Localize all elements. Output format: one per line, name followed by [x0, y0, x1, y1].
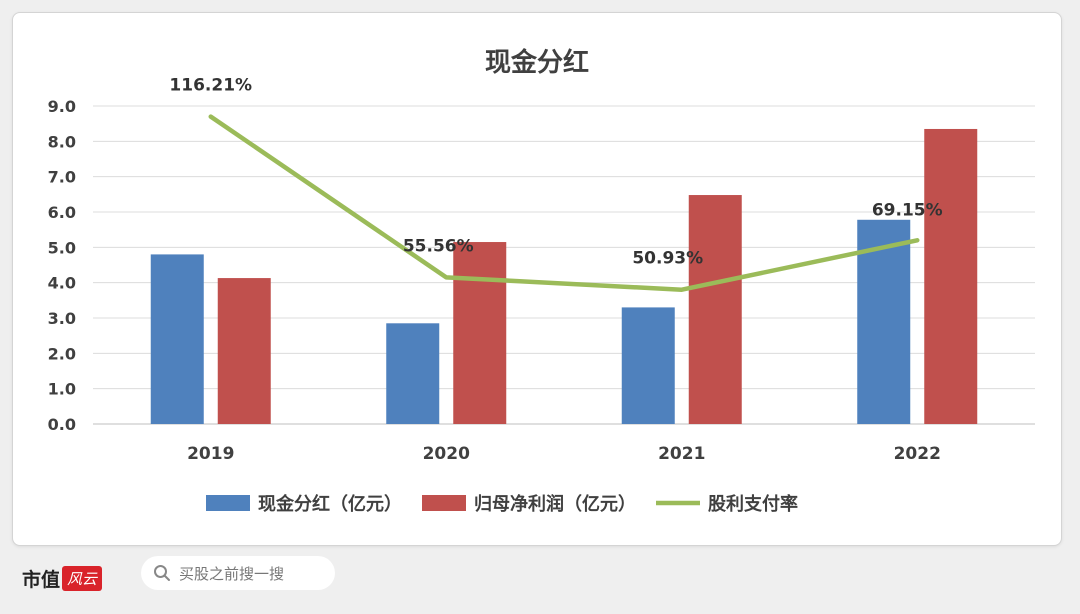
line-payout-ratio [208, 114, 920, 292]
bar-net-profit [453, 242, 507, 424]
data-label-payout: 50.93% [632, 249, 703, 269]
x-tick-label: 2022 [894, 444, 941, 464]
y-tick-label: 8.0 [48, 132, 76, 151]
y-tick-label: 5.0 [48, 238, 76, 257]
y-tick-label: 2.0 [48, 344, 76, 363]
legend-swatch [422, 495, 466, 511]
y-tick-label: 3.0 [48, 309, 76, 328]
bar-dividend [386, 323, 440, 424]
chart: 现金分红 0.0 1.0 2.0 3.0 4.0 5.0 6.0 7.0 8.0 9.0 2019 20… [48, 47, 1035, 515]
data-label-payout: 116.21% [169, 76, 252, 96]
y-tick-label: 4.0 [48, 274, 76, 293]
x-tick-label: 2019 [187, 444, 234, 464]
y-tick-label: 7.0 [48, 168, 76, 187]
legend-label: 现金分红（亿元） [258, 493, 402, 515]
x-tick-label: 2021 [658, 444, 705, 464]
brand-logo[interactable]: 市值 风云 [22, 562, 103, 594]
footer-bar: 市值 风云 买股之前搜一搜 [0, 546, 1080, 614]
search-box[interactable]: 买股之前搜一搜 [141, 556, 335, 590]
search-icon [154, 565, 170, 581]
data-label-payout: 69.15% [872, 200, 943, 220]
bar-dividend [857, 219, 911, 424]
bar-dividend [621, 307, 675, 424]
data-label-payout: 55.56% [403, 236, 474, 256]
bar-net-profit [688, 195, 742, 424]
brand-badge: 风云 [62, 565, 103, 591]
y-tick-label: 1.0 [48, 380, 76, 399]
y-tick-label: 0.0 [48, 415, 76, 434]
legend-label: 归母净利润（亿元） [474, 493, 636, 515]
chart-title: 现金分红 [485, 47, 589, 78]
bar-net-profit [217, 278, 271, 424]
legend-label: 股利支付率 [707, 493, 798, 515]
bar-net-profit [924, 128, 978, 424]
bar-dividend [150, 254, 204, 424]
search-placeholder: 买股之前搜一搜 [179, 564, 285, 583]
legend-swatch [206, 495, 250, 511]
x-tick-label: 2020 [423, 444, 470, 464]
brand-name: 市值 [22, 568, 61, 591]
y-tick-label: 6.0 [48, 203, 76, 222]
y-tick-label: 9.0 [48, 97, 76, 116]
chart-card: 现金分红 0.0 1.0 2.0 3.0 4.0 5.0 6.0 7.0 8.0 9.0 2019 20… [12, 12, 1062, 546]
